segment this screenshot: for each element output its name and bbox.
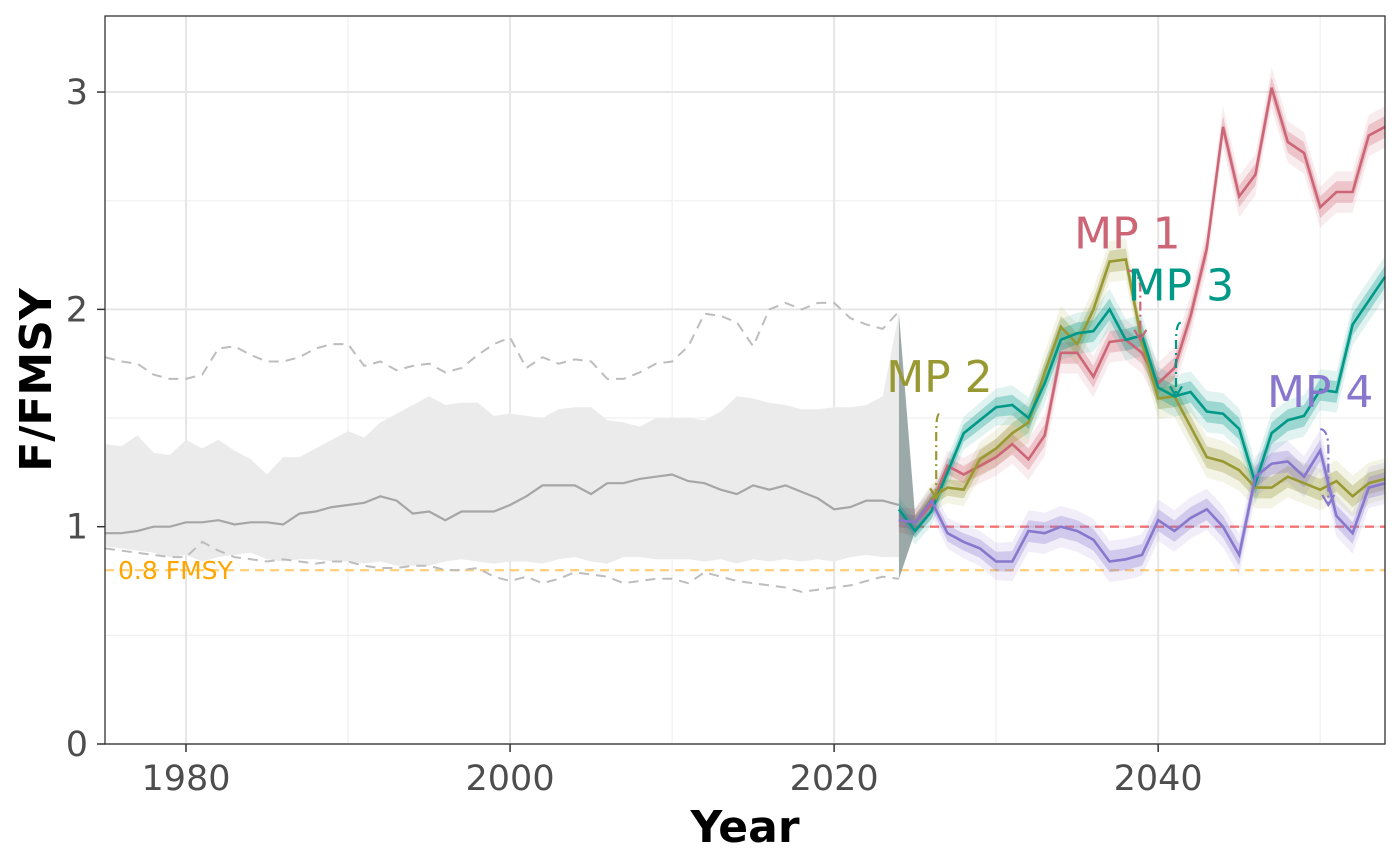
reference-line-label: 0.8 FMSY [118,556,234,585]
y-tick-label: 2 [66,290,88,330]
y-tick-label: 1 [66,508,88,548]
mp3-annotation-arrowhead [1169,385,1183,399]
mp2-annotation-connector [935,412,940,499]
mp1-line [898,87,1386,524]
mp4-annotation-label: MP 4 [1267,367,1373,418]
series-lines [104,87,1387,593]
y-axis-title: F/FMSY [11,287,62,472]
y-tick-label: 0 [66,725,88,765]
historical-lower-quantile-line [104,540,900,593]
mp3-annotation-label: MP 3 [1128,261,1234,312]
historical-band [105,313,899,566]
series-annotations: MP 1 MP 2 MP 3 MP 4 [886,209,1373,508]
historical-upper-quantile-line [104,301,900,380]
mp1-annotation-label: MP 1 [1074,209,1180,260]
mp4-annotation-arrowhead [1321,494,1336,508]
x-tick-label: 2040 [1114,759,1203,799]
x-tick-label: 1980 [141,759,230,799]
plot-border [104,15,1386,745]
mp2-line [898,257,1386,524]
y-tick-label: 3 [66,73,88,113]
mp2-annotation-arrowhead [929,487,944,501]
mp1-annotation-connector [1127,269,1142,340]
mp4-inner-band [898,439,1385,573]
mp2-annotation-label: MP 2 [886,352,992,403]
grid-lines [105,16,1385,745]
x-tick-label: 2000 [466,759,555,799]
x-axis-title: Year [689,802,799,853]
plot-background [105,16,1385,744]
mp4-annotation-connector [1320,428,1330,505]
mp4-line [898,447,1386,563]
historical-median-line [105,473,900,535]
axis-ticks: 1980 2000 2020 2040 0 1 2 3 [66,73,1203,799]
mp3-outer-band [898,256,1385,545]
x-tick-label: 2020 [790,759,879,799]
projection-transition-band [898,313,916,579]
mp3-annotation-connector [1174,321,1182,397]
mp3-inner-band [898,265,1385,539]
mp1-annotation-arrowhead [1133,329,1148,342]
